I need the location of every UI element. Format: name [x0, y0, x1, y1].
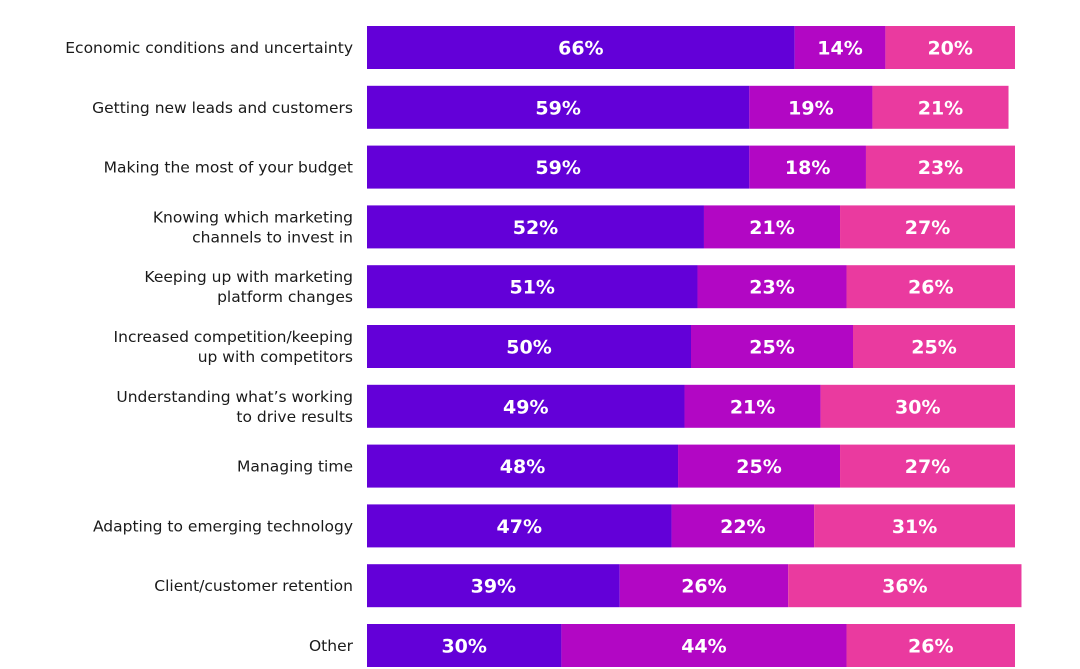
data-label: 25% — [911, 337, 956, 359]
bar-segment-2 — [561, 624, 847, 667]
bar-segment-3 — [872, 85, 1009, 129]
bar-segment-1 — [367, 265, 698, 309]
data-label: 36% — [882, 576, 927, 598]
data-label: 25% — [749, 337, 794, 359]
data-label: 49% — [503, 396, 548, 418]
data-label: 21% — [749, 217, 794, 239]
bar-segment-1 — [367, 384, 685, 428]
bar-segment-1 — [367, 85, 750, 129]
category-label: Adapting to emerging technology — [93, 517, 353, 535]
category-label: Getting new leads and customers — [92, 99, 353, 117]
category-label: Knowing which marketing channels to inves… — [153, 208, 353, 246]
bar-segment-2 — [703, 205, 841, 249]
data-label: 25% — [736, 456, 781, 478]
bar-segment-2 — [697, 265, 847, 309]
bar-segment-2 — [684, 384, 821, 428]
data-label: 27% — [905, 456, 950, 478]
data-label: 48% — [500, 456, 545, 478]
data-label: 21% — [918, 97, 963, 119]
data-label: 22% — [720, 516, 765, 538]
data-label: 66% — [558, 38, 603, 60]
data-label: 23% — [749, 277, 794, 299]
bar-segment-3 — [853, 325, 1015, 368]
category-label: Client/customer retention — [154, 577, 353, 595]
category-label-line: to drive results — [236, 408, 353, 426]
data-label: 52% — [513, 217, 558, 239]
bar-segment-2 — [794, 26, 886, 69]
bar-segment-3 — [865, 145, 1015, 189]
category-label-line: Keeping up with marketing — [144, 268, 353, 286]
bar-segment-3 — [820, 384, 1015, 428]
category-label-line: platform changes — [217, 288, 353, 306]
category-label-line: Knowing which marketing — [153, 208, 353, 226]
bar-segment-2 — [619, 564, 789, 608]
category-label: Making the most of your budget — [104, 159, 353, 177]
data-label: 51% — [509, 277, 554, 299]
bar-segment-3 — [846, 624, 1015, 667]
bar-segment-1 — [367, 564, 620, 608]
bar-segment-3 — [885, 26, 1015, 69]
bar-segment-2 — [671, 504, 815, 548]
bar-segment-3 — [840, 444, 1015, 488]
category-label-line: Making the most of your budget — [104, 159, 353, 177]
bar-segment-1 — [367, 444, 679, 488]
data-label: 21% — [730, 396, 775, 418]
category-label-line: Client/customer retention — [154, 577, 353, 595]
bar-segment-1 — [367, 504, 672, 548]
category-label-line: Other — [309, 637, 354, 655]
category-label: Increased competition/keeping up with com… — [114, 328, 353, 366]
data-label: 31% — [892, 516, 937, 538]
category-label-line: Adapting to emerging technology — [93, 517, 353, 535]
data-labels: 66% 14% 20% 59% 19% 21% 59% 18% 23% 52% 21% 27% 51% 2… — [441, 38, 972, 658]
bars — [367, 26, 1022, 667]
data-label: 30% — [895, 396, 940, 418]
category-label-line: Economic conditions and uncertainty — [65, 39, 353, 57]
data-label: 50% — [506, 337, 551, 359]
category-label-line: Managing time — [237, 458, 353, 476]
bar-segment-1 — [367, 145, 750, 189]
data-label: 26% — [908, 277, 953, 299]
bar-segment-3 — [846, 265, 1015, 309]
data-label: 47% — [497, 516, 542, 538]
category-label: Managing time — [237, 458, 353, 476]
bar-segment-1 — [367, 624, 562, 667]
data-label: 19% — [788, 97, 833, 119]
bar-segment-3 — [788, 564, 1022, 608]
bar-segment-3 — [814, 504, 1015, 548]
category-label: Understanding what’s working to drive res… — [116, 388, 353, 426]
data-label: 20% — [927, 38, 972, 60]
bar-segment-1 — [367, 325, 691, 368]
data-label: 18% — [785, 157, 830, 179]
category-label: Other — [309, 637, 354, 655]
bar-segment-2 — [749, 145, 866, 189]
category-label-line: Increased competition/keeping — [114, 328, 353, 346]
data-label: 26% — [908, 636, 953, 658]
data-label: 14% — [817, 38, 862, 60]
data-label: 59% — [535, 157, 580, 179]
bar-segment-1 — [367, 205, 704, 249]
data-label: 39% — [471, 576, 516, 598]
bar-segment-1 — [367, 26, 795, 69]
data-label: 44% — [681, 636, 726, 658]
category-label: Keeping up with marketing platform change… — [144, 268, 353, 306]
data-label: 27% — [905, 217, 950, 239]
category-label: Economic conditions and uncertainty — [65, 39, 353, 57]
bar-segment-2 — [749, 85, 873, 129]
data-label: 30% — [441, 636, 486, 658]
bar-segment-2 — [678, 444, 841, 488]
data-label: 23% — [918, 157, 963, 179]
category-labels: Economic conditions and uncertainty Getti… — [65, 39, 353, 655]
category-label-line: up with competitors — [198, 348, 353, 366]
data-label: 26% — [681, 576, 726, 598]
category-label-line: channels to invest in — [192, 228, 353, 246]
category-label-line: Understanding what’s working — [116, 388, 353, 406]
bar-segment-2 — [691, 325, 853, 368]
data-label: 59% — [535, 97, 580, 119]
bar-segment-3 — [840, 205, 1015, 249]
category-label-line: Getting new leads and customers — [92, 99, 353, 117]
